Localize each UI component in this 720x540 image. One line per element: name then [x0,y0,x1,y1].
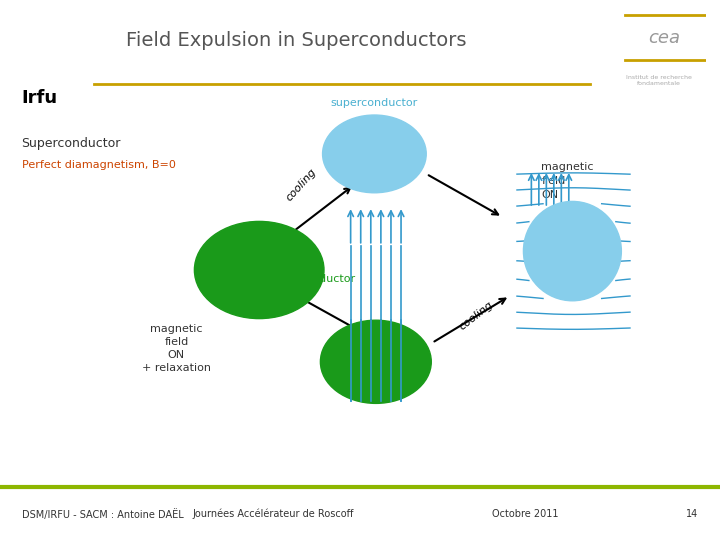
Text: Perfect diamagnetism, B=0: Perfect diamagnetism, B=0 [22,160,176,170]
Text: Octobre 2011: Octobre 2011 [492,509,559,519]
Text: conductor: conductor [300,274,356,284]
Text: Journées Accélérateur de Roscoff: Journées Accélérateur de Roscoff [193,509,354,519]
Text: cooling: cooling [458,300,495,333]
Text: Institut de recherche
fondamentale: Institut de recherche fondamentale [626,75,692,86]
Text: superconductor: superconductor [330,98,418,108]
Text: magnetic
field
ON
+ relaxation: magnetic field ON + relaxation [142,323,211,373]
Text: cooling: cooling [284,166,318,203]
Circle shape [194,221,324,319]
Text: magnetic
field
ON: magnetic field ON [541,162,594,200]
Text: Field Expulsion in Superconductors: Field Expulsion in Superconductors [126,31,467,50]
Text: Irfu: Irfu [22,89,58,107]
Ellipse shape [523,201,621,301]
Text: cea: cea [649,29,680,47]
Text: DSM/IRFU - SACM : Antoine DAËL: DSM/IRFU - SACM : Antoine DAËL [22,509,184,519]
Text: Superconductor: Superconductor [22,137,121,150]
Circle shape [320,320,431,403]
Text: 14: 14 [686,509,698,519]
Circle shape [323,115,426,193]
